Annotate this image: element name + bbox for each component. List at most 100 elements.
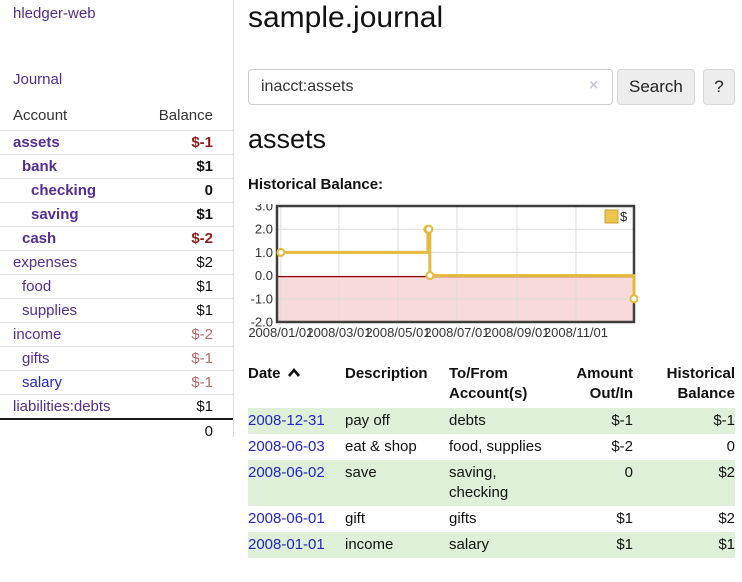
sidebar-account-link-salary[interactable]: salary — [22, 374, 63, 391]
account-balance: $1 — [196, 158, 213, 175]
account-balance: $1 — [196, 398, 213, 415]
account-balance: 0 — [204, 182, 213, 199]
account-name-cell: cash — [0, 227, 140, 251]
account-row: saving $1 — [0, 202, 233, 227]
svg-text:2008/01/01: 2008/01/01 — [248, 325, 313, 340]
account-balance: $2 — [196, 254, 213, 271]
transaction-date-cell: 2008-06-02 — [248, 460, 345, 506]
account-balance: $-2 — [191, 326, 213, 343]
column-header-accounts[interactable]: To/From Account(s) — [449, 365, 528, 402]
svg-text:-1.0: -1.0 — [251, 291, 273, 306]
account-row: gifts $-1 — [0, 346, 233, 371]
transaction-balance: $2 — [718, 510, 735, 527]
account-row: expenses $2 — [0, 250, 233, 275]
sidebar-account-link-checking[interactable]: checking — [31, 182, 97, 199]
svg-text:3.0: 3.0 — [255, 204, 273, 214]
transaction-accounts: saving, checking — [449, 464, 509, 501]
account-name-cell: checking — [0, 179, 140, 203]
sidebar-account-link-assets[interactable]: assets — [13, 134, 60, 151]
account-row: liabilities:debts $1 — [0, 394, 233, 420]
sidebar-account-link-cash[interactable]: cash — [22, 230, 57, 247]
help-button[interactable]: ? — [703, 69, 735, 105]
historical-balance-chart: $3.0 2.0 1.0 0.0 -1.0 -2.02008/01/012008/03/0… — [248, 204, 638, 340]
transaction-row: 2008-01-01 income salary $1 $1 — [248, 532, 735, 558]
sidebar-account-link-gifts[interactable]: gifts — [22, 350, 50, 367]
sidebar-item-journal[interactable]: Journal — [13, 71, 63, 88]
transaction-description: gift — [345, 510, 366, 527]
transaction-date-cell: 2008-12-31 — [248, 408, 345, 434]
transactions-table: Date Description To/From Account(s) Amou… — [248, 362, 735, 558]
sidebar-account-link-income[interactable]: income — [13, 326, 62, 343]
sidebar-account-link-bank[interactable]: bank — [22, 158, 58, 175]
account-row: income $-2 — [0, 322, 233, 347]
search-form: × Search ? — [248, 69, 735, 105]
transaction-accounts: gifts — [449, 510, 477, 527]
account-row: salary $-1 — [0, 370, 233, 395]
accounts-total-balance: 0 — [204, 423, 213, 440]
transaction-balance: 0 — [726, 438, 735, 455]
transaction-amount: $-1 — [611, 412, 633, 429]
sort-asc-icon — [287, 367, 300, 377]
transaction-amount: $1 — [616, 510, 633, 527]
account-balance: $-1 — [191, 374, 213, 391]
transaction-date-link[interactable]: 2008-01-01 — [248, 536, 325, 553]
account-name-cell: salary — [0, 371, 140, 395]
transaction-balance: $-1 — [713, 412, 735, 429]
transaction-amount: $-2 — [611, 438, 633, 455]
accounts-header-row: Account Balance — [0, 103, 233, 131]
column-header-date-label: Date — [248, 365, 281, 382]
sidebar-account-link-expenses[interactable]: expenses — [13, 254, 78, 271]
column-header-balance[interactable]: Historical Balance — [666, 365, 735, 402]
account-name-cell: gifts — [0, 347, 140, 371]
page-title: sample.journal — [248, 1, 444, 34]
column-header-amount[interactable]: Amount Out/In — [576, 365, 633, 402]
transactions-header-row: Date Description To/From Account(s) Amou… — [248, 362, 735, 408]
brand-link[interactable]: hledger-web — [13, 5, 96, 22]
account-name-cell: saving — [0, 203, 140, 227]
accounts-total-row: 0 — [0, 419, 233, 443]
search-input[interactable] — [248, 69, 613, 105]
account-name-cell: bank — [0, 155, 140, 179]
account-row: checking 0 — [0, 178, 233, 203]
account-name-cell: food — [0, 275, 140, 299]
transaction-amount: 0 — [624, 464, 633, 481]
transaction-date-link[interactable]: 2008-12-31 — [248, 412, 325, 429]
account-row: cash $-2 — [0, 226, 233, 251]
transaction-description: eat & shop — [345, 438, 417, 455]
transaction-accounts: debts — [449, 412, 486, 429]
clear-search-icon[interactable]: × — [589, 77, 599, 94]
transaction-row: 2008-06-01 gift gifts $1 $2 — [248, 506, 735, 532]
svg-text:2008/07/01: 2008/07/01 — [424, 325, 489, 340]
account-balance: $1 — [196, 278, 213, 295]
account-balance: $-1 — [191, 134, 213, 151]
svg-text:$: $ — [620, 209, 628, 224]
svg-text:2.0: 2.0 — [255, 222, 273, 237]
account-balance: $1 — [196, 302, 213, 319]
transaction-description: pay off — [345, 412, 390, 429]
sidebar-account-link-food[interactable]: food — [22, 278, 52, 295]
sidebar-account-link-saving[interactable]: saving — [31, 206, 79, 223]
svg-text:2008/03/01: 2008/03/01 — [306, 325, 371, 340]
transaction-date-cell: 2008-06-03 — [248, 434, 345, 460]
transaction-row: 2008-12-31 pay off debts $-1 $-1 — [248, 408, 735, 434]
svg-text:1.0: 1.0 — [255, 245, 273, 260]
transaction-row: 2008-06-03 eat & shop food, supplies $-2 0 — [248, 434, 735, 460]
transaction-accounts: salary — [449, 536, 490, 553]
svg-text:2008/05/01: 2008/05/01 — [365, 325, 430, 340]
accounts-total-spacer — [0, 419, 140, 443]
account-name-cell: expenses — [0, 251, 140, 275]
account-row: bank $1 — [0, 154, 233, 179]
sidebar-account-link-liabilities-debts[interactable]: liabilities:debts — [13, 398, 111, 415]
column-header-description[interactable]: Description — [345, 365, 428, 382]
svg-text:2008/09/01: 2008/09/01 — [484, 325, 549, 340]
account-name-cell: supplies — [0, 299, 140, 323]
column-header-date[interactable]: Date — [248, 362, 345, 408]
transaction-date-link[interactable]: 2008-06-01 — [248, 510, 325, 527]
transaction-date-link[interactable]: 2008-06-03 — [248, 438, 325, 455]
sidebar-account-link-supplies[interactable]: supplies — [22, 302, 78, 319]
search-button[interactable]: Search — [617, 69, 695, 105]
account-name-cell: income — [0, 323, 140, 347]
transaction-date-link[interactable]: 2008-06-02 — [248, 464, 325, 481]
account-heading: assets — [248, 124, 327, 154]
